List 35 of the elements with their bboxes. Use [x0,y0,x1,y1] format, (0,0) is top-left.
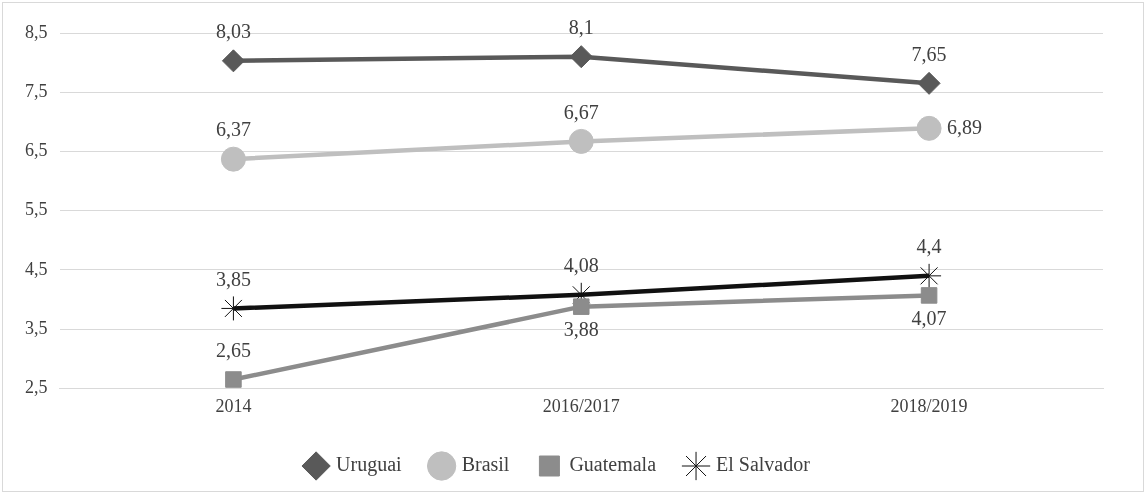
y-tick-label: 2,5 [25,377,48,398]
data-label: 6,37 [215,118,251,141]
y-tick-label: 6,5 [25,140,48,161]
data-label: 8,1 [568,15,594,38]
data-label: 7,65 [911,42,947,65]
point [225,371,242,388]
data-label: 3,88 [563,317,599,340]
data-label: 2,65 [215,338,251,361]
data-label: 6,67 [563,100,599,123]
data-label: 6,89 [947,115,983,138]
data-label: 4,07 [911,306,947,329]
legend-label: El Salvador [716,453,811,476]
y-tick-label: 5,5 [25,199,48,220]
x-tick-label: 2018/2019 [890,395,968,416]
data-label: 8,03 [215,20,251,43]
point [917,71,941,95]
y-tick-label: 4,5 [25,258,48,279]
y-tick-label: 8,5 [25,21,48,42]
data-label: 4,08 [563,254,599,277]
y-tick-label: 3,5 [25,317,48,338]
legend-label: Guatemala [569,453,657,476]
point [568,128,594,154]
legend-label: Brasil [461,453,510,476]
point [916,115,942,141]
point [221,49,245,73]
data-label: 3,85 [215,267,251,290]
point [572,298,590,315]
point [920,287,938,304]
point [569,45,593,69]
data-label: 4,4 [916,235,942,258]
x-tick-label: 2016/2017 [542,395,620,416]
y-tick-label: 7,5 [25,80,48,101]
legend-label: Uruguai [336,453,403,477]
x-tick-label: 2014 [215,395,252,416]
point [220,146,246,172]
